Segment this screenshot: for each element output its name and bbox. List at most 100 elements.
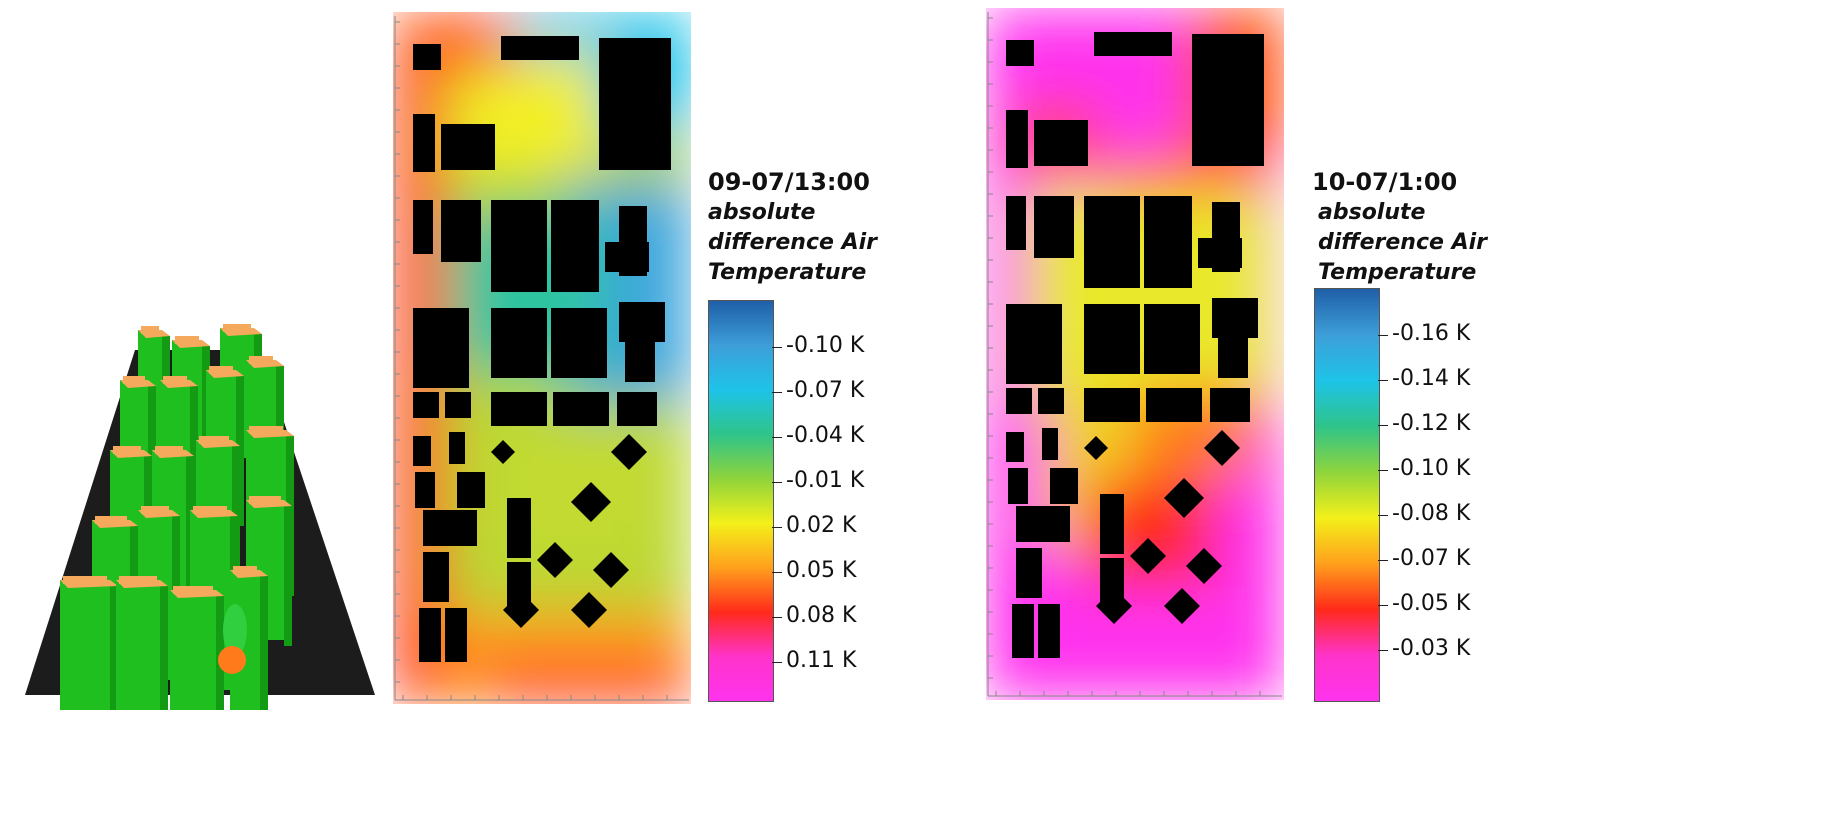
building — [413, 44, 441, 70]
colorbar-tick-mark — [1378, 470, 1388, 471]
colorbar-tick-mark — [772, 617, 782, 618]
building — [1144, 196, 1192, 288]
building — [1198, 238, 1242, 268]
building — [593, 552, 629, 588]
colorbar-tick-mark — [1378, 425, 1388, 426]
building — [1218, 338, 1248, 378]
building — [413, 308, 469, 388]
building — [619, 302, 665, 342]
colorbar-tick-mark — [1378, 335, 1388, 336]
legend-timestamp-2: 10-07/1:00 — [1312, 168, 1458, 196]
colorbar-tick-label: -0.07 K — [1392, 546, 1471, 571]
colorbar-tick-mark — [1378, 605, 1388, 606]
building — [1100, 494, 1124, 554]
building — [1204, 430, 1240, 466]
building — [1034, 120, 1088, 166]
colorbar-tick-label: 0.11 K — [786, 648, 857, 673]
building — [605, 242, 649, 272]
building — [445, 608, 467, 662]
map-axis — [394, 16, 689, 701]
building — [423, 552, 449, 602]
building — [1084, 388, 1140, 422]
building — [1006, 388, 1032, 414]
building — [503, 592, 539, 628]
colorbar-tick-label: 0.05 K — [786, 558, 857, 583]
building — [611, 434, 647, 470]
building — [1008, 468, 1028, 504]
colorbar-tick-mark — [772, 482, 782, 483]
colorbar-tick-label: -0.12 K — [1392, 411, 1471, 436]
building — [1094, 32, 1172, 56]
building — [1006, 304, 1062, 384]
building — [449, 432, 465, 464]
building — [537, 542, 573, 578]
building — [1192, 34, 1264, 166]
colorbar-tick-label: 0.02 K — [786, 513, 857, 538]
heatmap-map-2 — [986, 8, 1284, 700]
colorbar-2 — [1314, 288, 1380, 702]
building — [501, 36, 579, 60]
building — [1050, 468, 1078, 504]
building — [413, 436, 431, 466]
building — [617, 392, 657, 426]
colorbar-tick-mark — [1378, 515, 1388, 516]
colorbar-tick-label: 0.08 K — [786, 603, 857, 628]
building — [413, 392, 439, 418]
building — [415, 472, 435, 508]
building — [1006, 40, 1034, 66]
legend-label-2: absolute difference Air Temperature — [1318, 200, 1487, 285]
building — [1034, 196, 1074, 258]
building — [1006, 110, 1028, 168]
building — [507, 498, 531, 558]
map-axis — [987, 12, 1282, 697]
building — [1006, 432, 1024, 462]
building — [1006, 196, 1026, 250]
colorbar-tick-mark — [1378, 650, 1388, 651]
building — [491, 440, 515, 464]
colorbar-tick-mark — [1378, 380, 1388, 381]
building — [445, 392, 471, 418]
building — [551, 308, 607, 378]
building — [553, 392, 609, 426]
building — [551, 200, 599, 292]
building — [1164, 588, 1200, 624]
building — [599, 38, 671, 170]
building — [571, 482, 611, 522]
building — [1016, 548, 1042, 598]
building — [1210, 388, 1250, 422]
building — [1186, 548, 1222, 584]
colorbar-tick-mark — [772, 572, 782, 573]
colorbar-tick-mark — [772, 662, 782, 663]
building — [1084, 304, 1140, 374]
colorbar-tick-label: -0.07 K — [786, 378, 865, 403]
colorbar-tick-label: -0.10 K — [786, 333, 865, 358]
building — [1144, 304, 1200, 374]
building — [1084, 196, 1140, 288]
colorbar-tick-mark — [772, 392, 782, 393]
building — [423, 510, 477, 546]
building — [1016, 506, 1070, 542]
colorbar-tick-label: -0.14 K — [1392, 366, 1471, 391]
building — [419, 608, 441, 662]
building — [1212, 298, 1258, 338]
colorbar-tick-mark — [772, 527, 782, 528]
building — [1164, 478, 1204, 518]
colorbar-tick-label: -0.05 K — [1392, 591, 1471, 616]
building — [441, 200, 481, 262]
colorbar-tick-mark — [772, 347, 782, 348]
building — [571, 592, 607, 628]
colorbar-tick-mark — [1378, 560, 1388, 561]
building — [413, 200, 433, 254]
building — [1130, 538, 1166, 574]
building — [625, 342, 655, 382]
building — [491, 200, 547, 292]
3d-model-view — [20, 300, 380, 766]
building — [491, 308, 547, 378]
colorbar-tick-mark — [772, 437, 782, 438]
building — [1146, 388, 1202, 422]
building — [457, 472, 485, 508]
colorbar-tick-label: -0.08 K — [1392, 501, 1471, 526]
building — [1038, 388, 1064, 414]
building — [1012, 604, 1034, 658]
building — [441, 124, 495, 170]
